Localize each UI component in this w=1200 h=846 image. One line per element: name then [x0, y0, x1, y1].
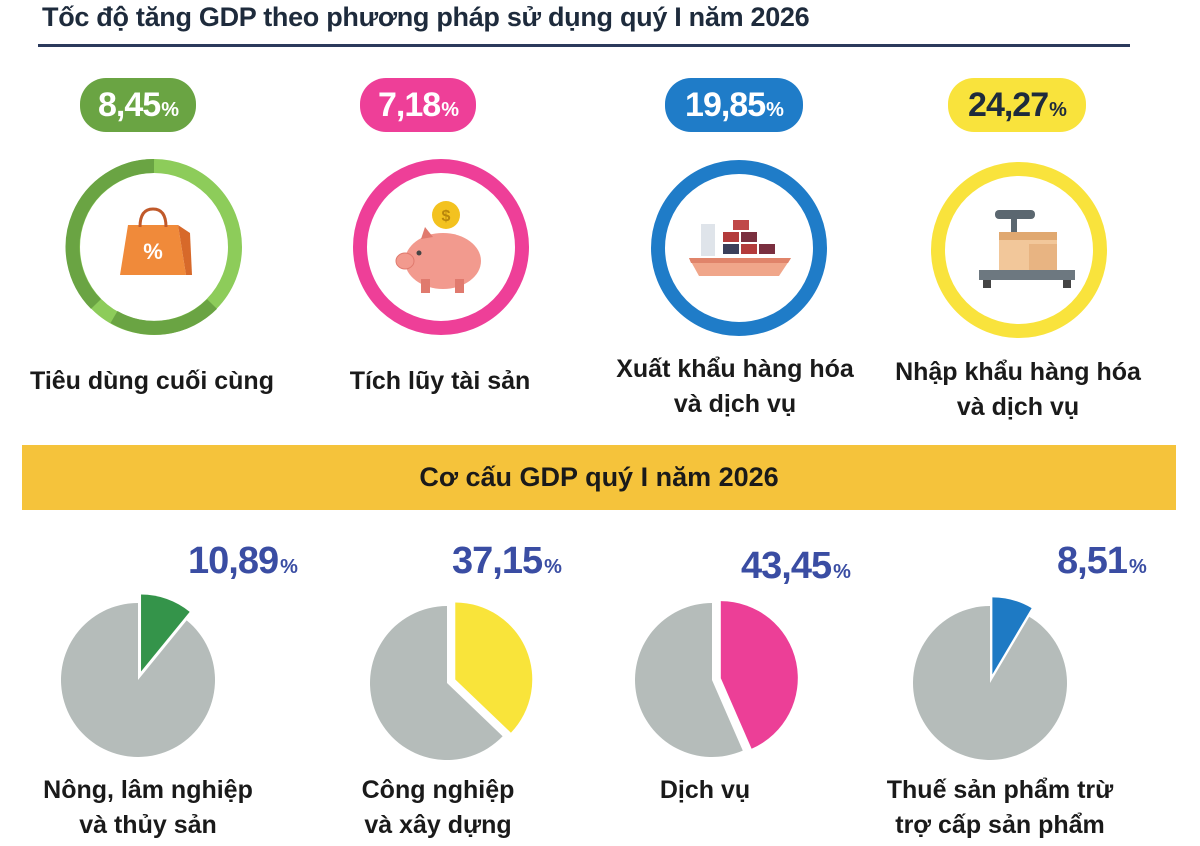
- value-unit: %: [280, 556, 298, 578]
- label-consumption: Tiêu dùng cuối cùng: [12, 364, 292, 399]
- label-line: Xuất khẩu hàng hóa: [616, 355, 854, 383]
- value-unit: %: [1128, 556, 1147, 578]
- badge-value: 7,18: [378, 85, 441, 124]
- title-underline: [38, 44, 1130, 47]
- piggy-bank-icon: $: [395, 201, 481, 293]
- label-line: trợ cấp sản phẩm: [895, 811, 1105, 839]
- value-text: 8,51: [1057, 540, 1128, 582]
- svg-text:%: %: [143, 239, 163, 264]
- shopping-bag-icon: %: [120, 207, 192, 275]
- ring-consumption: %: [65, 158, 242, 335]
- badge-unit: %: [766, 98, 784, 121]
- label-line: Thuế sản phẩm trừ: [886, 776, 1114, 804]
- pie-value-industry: 37,15%: [452, 540, 562, 583]
- pie-rest-services: [635, 603, 743, 757]
- label-line: Dịch vụ: [659, 776, 751, 804]
- pie-value-taxes: 8,51%: [1057, 540, 1147, 583]
- badge-value: 24,27: [968, 85, 1049, 124]
- label-accumulation: Tích lũy tài sản: [300, 364, 580, 399]
- section-banner-structure: Cơ cấu GDP quý I năm 2026: [22, 445, 1176, 510]
- label-line: Tiêu dùng cuối cùng: [30, 367, 274, 395]
- badge-unit: %: [441, 98, 459, 121]
- badge-import: 24,27%: [948, 78, 1086, 132]
- value-text: 10,89: [188, 540, 279, 582]
- label-export: Xuất khẩu hàng hóa và dịch vụ: [595, 352, 875, 422]
- pie-slice-agriculture: [141, 594, 190, 672]
- value-unit: %: [833, 561, 851, 583]
- label-line: và xây dựng: [364, 811, 512, 839]
- pie-label-services: Dịch vụ: [565, 773, 845, 808]
- value-unit: %: [544, 556, 562, 578]
- pie-label-taxes: Thuế sản phẩm trừ trợ cấp sản phẩm: [850, 773, 1150, 843]
- label-line: Công nghiệp: [361, 776, 515, 804]
- cargo-ship-icon: [689, 220, 791, 276]
- label-line: Tích lũy tài sản: [349, 367, 531, 395]
- badge-value: 19,85: [685, 85, 766, 124]
- value-text: 43,45: [741, 545, 832, 587]
- badge-value: 8,45: [98, 85, 161, 124]
- badge-unit: %: [161, 98, 179, 121]
- label-line: Nông, lâm nghiệp: [43, 776, 253, 804]
- label-line: Nhập khẩu hàng hóa: [895, 358, 1141, 386]
- section-title-structure: Cơ cấu GDP quý I năm 2026: [419, 462, 779, 492]
- ring-export: [651, 160, 827, 336]
- ring-accumulation: $: [353, 159, 529, 335]
- label-import: Nhập khẩu hàng hóa và dịch vụ: [878, 355, 1158, 425]
- pie-rest-agriculture: [61, 603, 216, 757]
- pie-value-services: 43,45%: [741, 545, 851, 588]
- badge-export: 19,85%: [665, 78, 803, 132]
- section-title-growth: Tốc độ tăng GDP theo phương pháp sử dụng…: [42, 2, 810, 32]
- label-line: và dịch vụ: [956, 393, 1080, 421]
- pie-slice-industry: [455, 602, 533, 733]
- pie-rest-industry: [369, 606, 503, 760]
- pie-slice-services: [720, 601, 798, 749]
- badge-accumulation: 7,18%: [360, 78, 476, 132]
- svg-text:$: $: [442, 208, 451, 225]
- ring-import: [931, 162, 1107, 338]
- pie-value-agriculture: 10,89%: [188, 540, 298, 583]
- label-line: và thủy sản: [79, 811, 217, 839]
- pie-label-industry: Công nghiệp và xây dựng: [298, 773, 578, 843]
- label-line: và dịch vụ: [673, 390, 797, 418]
- scale-boxes-icon: [979, 210, 1075, 288]
- pie-slice-taxes: [992, 597, 1032, 675]
- pie-rest-taxes: [913, 606, 1067, 760]
- badge-consumption: 8,45%: [80, 78, 196, 132]
- pie-label-agriculture: Nông, lâm nghiệp và thủy sản: [8, 773, 288, 843]
- badge-unit: %: [1049, 98, 1067, 121]
- value-text: 37,15: [452, 540, 543, 582]
